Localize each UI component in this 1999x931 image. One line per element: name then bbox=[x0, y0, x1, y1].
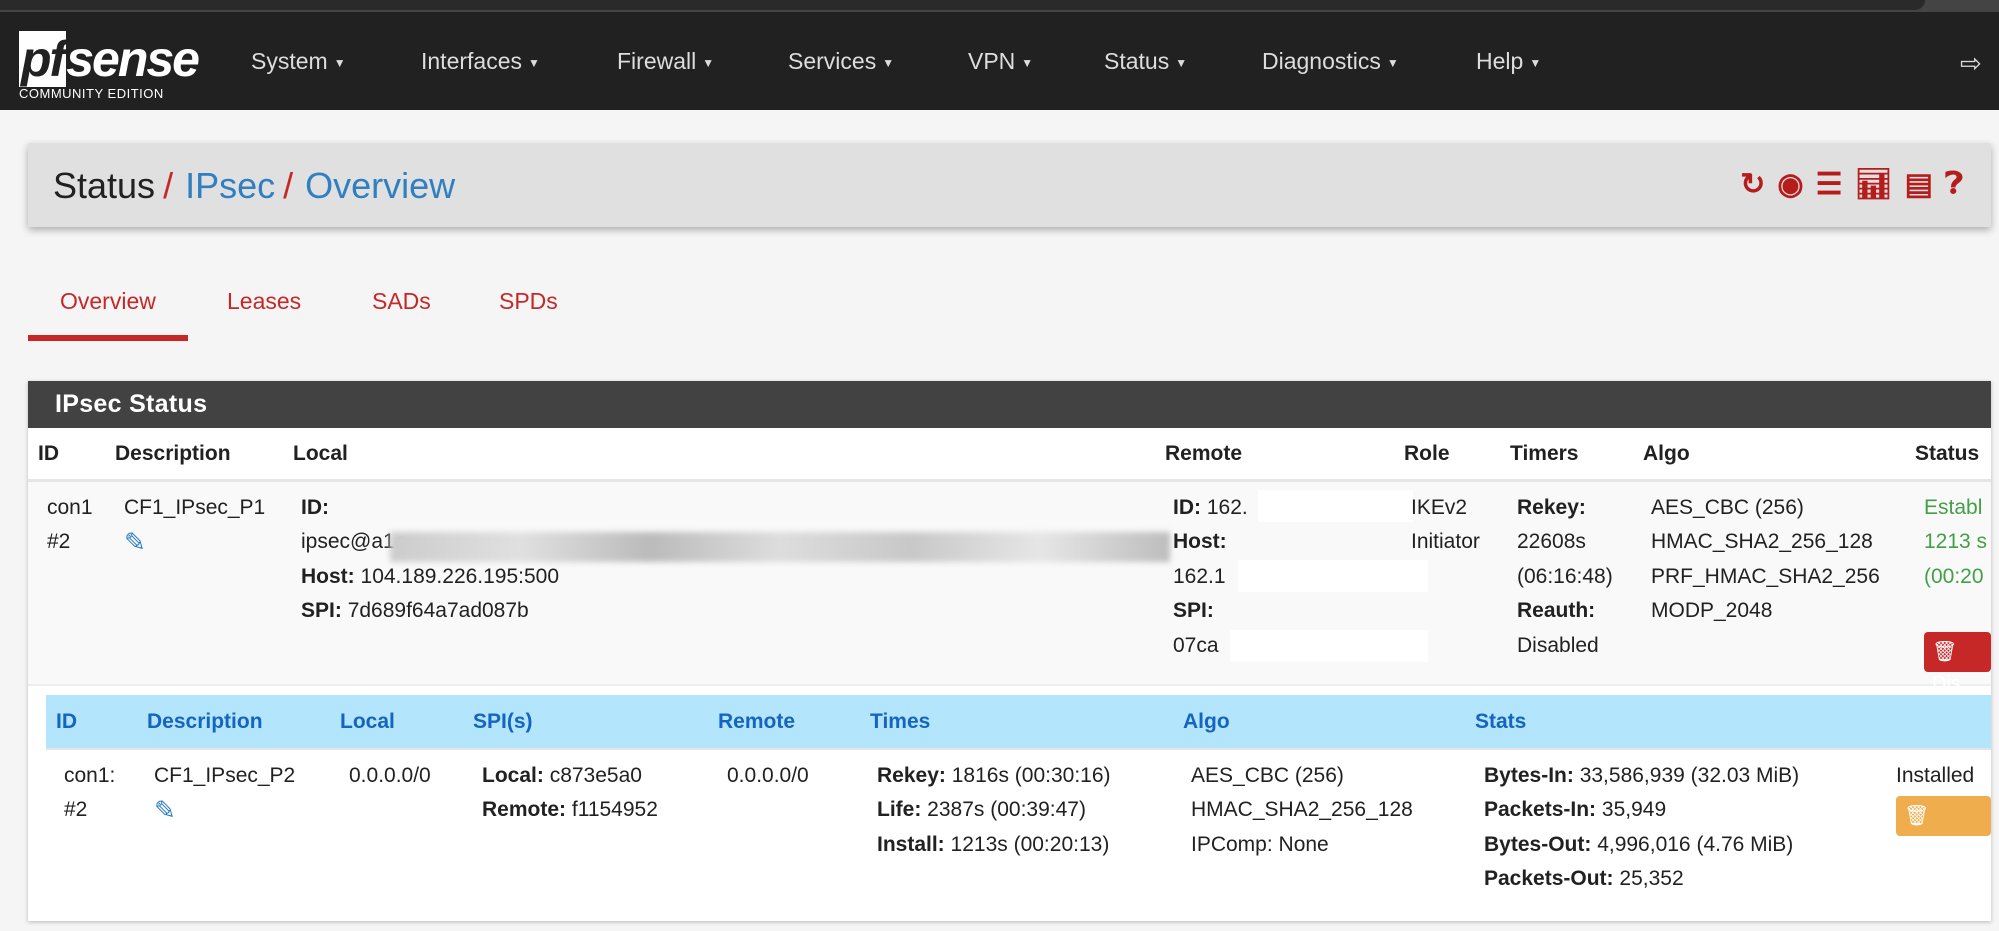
redacted-box bbox=[1258, 490, 1413, 522]
disconnect-p1-button[interactable]: 🗑︎ Dis bbox=[1924, 632, 1991, 695]
caret-down-icon: ▼ bbox=[702, 55, 715, 70]
nav-help[interactable]: Help ▼ bbox=[1476, 48, 1542, 74]
refresh-icon[interactable]: ↻ bbox=[1740, 168, 1766, 201]
ipsec-status-panel: IPsec Status ID Description Local Remote… bbox=[28, 381, 1991, 921]
chart-icon[interactable]: 📊︎ bbox=[1854, 168, 1893, 201]
nav-diagnostics[interactable]: Diagnostics ▼ bbox=[1262, 48, 1399, 74]
navbar: pfsense COMMUNITY EDITION System ▼ Interf… bbox=[0, 12, 1999, 110]
list-icon[interactable]: ▤ bbox=[1904, 168, 1933, 201]
redacted-box bbox=[1230, 630, 1428, 662]
disconnect-p2-button[interactable]: 🗑︎ Disco bbox=[1896, 796, 1991, 859]
nav-vpn[interactable]: VPN ▼ bbox=[968, 48, 1034, 74]
tab-sads[interactable]: SADs bbox=[372, 288, 431, 314]
browser-chrome bbox=[0, 0, 1999, 12]
breadcrumb-overview[interactable]: Overview bbox=[305, 165, 456, 206]
caret-down-icon: ▼ bbox=[1386, 55, 1399, 70]
pfsense-logo[interactable]: pfsense COMMUNITY EDITION bbox=[19, 31, 200, 101]
breadcrumb-status: Status bbox=[53, 165, 156, 206]
p1-header-row: ID Description Local Remote Role Timers … bbox=[28, 428, 1991, 482]
caret-down-icon: ▼ bbox=[882, 55, 895, 70]
stop-icon[interactable]: ◉ bbox=[1777, 168, 1804, 201]
edit-pencil-icon[interactable]: ✎ bbox=[154, 795, 176, 825]
caret-down-icon: ▼ bbox=[333, 55, 346, 70]
sign-out-icon[interactable]: ⇨ bbox=[1960, 48, 1982, 78]
help-icon[interactable]: ❓︎ bbox=[1944, 167, 1963, 200]
redacted-box bbox=[1238, 560, 1428, 592]
tab-overview[interactable]: Overview bbox=[28, 288, 188, 341]
p1-row: con1 #2 CF1_IPsec_P1 ✎ ID: ipsec@a1c Hos… bbox=[28, 482, 1991, 695]
trash-icon: 🗑︎ bbox=[1932, 641, 1958, 663]
breadcrumb: Status / IPsec / Overview ↻ ◉ ☰ 📊︎ ▤ ❓︎ bbox=[28, 143, 1991, 227]
caret-down-icon: ▼ bbox=[1529, 55, 1542, 70]
settings-sliders-icon[interactable]: ☰ bbox=[1815, 168, 1843, 201]
redacted-blur bbox=[390, 532, 1170, 562]
caret-down-icon: ▼ bbox=[528, 55, 540, 70]
nav-status[interactable]: Status ▼ bbox=[1104, 48, 1188, 74]
nav-system[interactable]: System ▼ bbox=[251, 48, 346, 74]
p2-header-row: ID Description Local SPI(s) Remote Times… bbox=[46, 695, 1991, 748]
caret-down-icon: ▼ bbox=[1175, 55, 1188, 70]
tab-leases[interactable]: Leases bbox=[227, 288, 302, 314]
tab-spds[interactable]: SPDs bbox=[499, 288, 558, 314]
nav-interfaces[interactable]: Interfaces ▼ bbox=[421, 48, 540, 74]
edit-pencil-icon[interactable]: ✎ bbox=[124, 527, 146, 557]
trash-icon: 🗑︎ bbox=[1904, 805, 1930, 827]
breadcrumb-ipsec[interactable]: IPsec bbox=[185, 165, 276, 206]
panel-title: IPsec Status bbox=[28, 381, 1991, 428]
caret-down-icon: ▼ bbox=[1021, 55, 1034, 70]
nav-services[interactable]: Services ▼ bbox=[788, 48, 895, 74]
nav-firewall[interactable]: Firewall ▼ bbox=[617, 48, 715, 74]
p2-row: con1: #2 CF1_IPsec_P2 ✎ 0.0.0.0/0 Local:… bbox=[46, 748, 1991, 908]
